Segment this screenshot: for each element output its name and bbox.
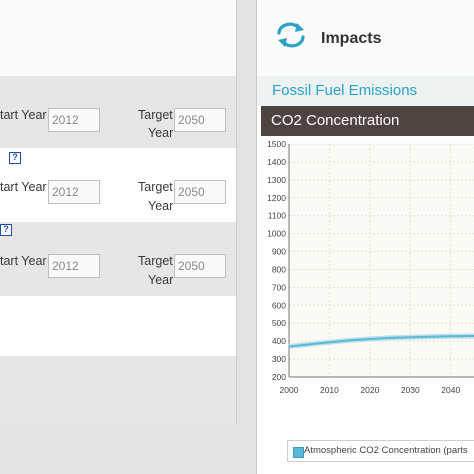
refresh-cycle-icon [275,22,307,48]
target-year-label-line1: Target [138,254,173,268]
y-tick-label: 1100 [268,211,287,221]
x-tick-label: 2000 [280,385,299,395]
help-icon[interactable]: ? [9,152,21,164]
co2-line-chart: 1500 1400 1300 1200 1100 1000 900 800 700 600 500 4… [267,139,474,395]
series-line [288,335,474,348]
y-tick-label: 1200 [267,193,286,203]
y-tick-label: 1300 [267,175,286,185]
target-year-label-line2: Year [148,126,174,140]
x-tick-label: 2020 [360,385,379,395]
help-icon[interactable]: ? [0,224,12,236]
panel-header-band [0,0,236,76]
y-tick-label: 300 [272,354,286,364]
impacts-header: Impacts [257,0,474,76]
year-range-row: tart Year Target Year [0,76,236,148]
panel-footer-band [0,356,236,424]
y-tick-label: 700 [272,282,286,292]
legend-swatch [293,447,304,458]
x-tick-label: 2030 [401,385,420,395]
y-tick-label: 1400 [267,157,286,167]
y-tick-label: 500 [272,318,286,328]
target-year-input[interactable] [174,108,226,132]
y-tick-label: 900 [272,247,286,257]
chart-header: CO2 Concentration [261,106,474,136]
target-year-input[interactable] [174,180,226,204]
inputs-panel: tart Year Target Year ? tart Year Target… [0,0,237,424]
start-year-input[interactable] [48,254,100,278]
target-year-input[interactable] [174,254,226,278]
impacts-title: Impacts [321,30,382,47]
start-year-input[interactable] [48,180,100,204]
year-range-row: ? tart Year Target Year [0,222,236,296]
chart-legend: Atmospheric CO2 Concentration (parts [287,440,474,462]
target-year-label-line2: Year [148,273,174,287]
impacts-panel: Impacts Fossil Fuel Emissions CO2 Concen… [256,0,474,474]
y-tick-label: 1000 [267,229,286,239]
start-year-label: tart Year [0,254,47,268]
emissions-tab[interactable]: Fossil Fuel Emissions [257,76,474,106]
x-tick-label: 2010 [320,385,339,395]
target-year-label-line1: Target [138,180,173,194]
chart-title: CO2 Concentration [271,112,400,129]
legend-label: Atmospheric CO2 Concentration (parts [304,445,468,456]
x-tick-label: 2040 [441,385,460,395]
y-tick-label: 800 [272,264,286,274]
start-year-label: tart Year [0,180,47,194]
chart-area: 1500 1400 1300 1200 1100 1000 900 800 700 600 500 4… [257,136,474,474]
emissions-tab-label: Fossil Fuel Emissions [272,82,418,99]
start-year-label: tart Year [0,108,47,122]
target-year-label-line1: Target [138,108,173,122]
start-year-input[interactable] [48,108,100,132]
y-tick-label: 600 [272,300,286,310]
y-tick-label: 200 [272,372,286,382]
y-tick-label: 1500 [267,139,286,149]
year-range-row: ? tart Year Target Year [0,148,236,222]
target-year-label-line2: Year [148,199,174,213]
y-tick-label: 400 [272,336,286,346]
